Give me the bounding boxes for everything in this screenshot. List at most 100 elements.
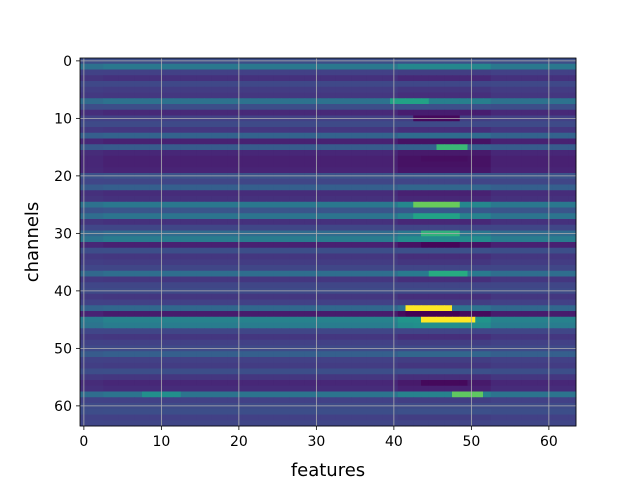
heatmap-cell	[126, 213, 135, 220]
heatmap-cell	[490, 270, 499, 277]
heatmap-cell	[498, 391, 507, 398]
heatmap-cell	[289, 420, 298, 427]
heatmap-cell	[490, 368, 499, 375]
heatmap-cell	[475, 293, 484, 300]
heatmap-cell	[142, 213, 151, 220]
heatmap-cell	[413, 144, 422, 151]
heatmap-cell	[328, 270, 337, 277]
heatmap-cell	[304, 224, 313, 231]
heatmap-cell	[304, 339, 313, 346]
heatmap-cell	[211, 322, 220, 329]
heatmap-cell	[343, 121, 352, 128]
heatmap-cell	[266, 391, 275, 398]
heatmap-cell	[196, 132, 205, 139]
heatmap-cell	[498, 247, 507, 254]
heatmap-cell	[421, 98, 430, 105]
heatmap-cell	[180, 385, 189, 392]
heatmap-cell	[568, 92, 577, 99]
heatmap-cell	[568, 127, 577, 134]
heatmap-cell	[506, 155, 515, 162]
heatmap-cell	[413, 328, 422, 335]
heatmap-cell	[87, 282, 96, 289]
heatmap-cell	[428, 253, 437, 260]
heatmap-cell	[335, 259, 344, 266]
heatmap-cell	[118, 276, 127, 283]
heatmap-cell	[452, 259, 461, 266]
heatmap-cell	[149, 305, 158, 312]
heatmap-cell	[335, 213, 344, 220]
heatmap-cell	[359, 408, 368, 415]
heatmap-cell	[428, 104, 437, 111]
heatmap-cell	[552, 150, 561, 157]
heatmap-cell	[165, 236, 174, 243]
heatmap-cell	[506, 213, 515, 220]
heatmap-cell	[227, 167, 236, 174]
heatmap-cell	[343, 75, 352, 82]
heatmap-cell	[343, 362, 352, 369]
heatmap-cell	[560, 109, 569, 116]
heatmap-cell	[382, 420, 391, 427]
heatmap-cell	[374, 161, 383, 168]
heatmap-cell	[521, 311, 530, 318]
heatmap-cell	[560, 207, 569, 214]
heatmap-cell	[118, 138, 127, 145]
heatmap-cell	[359, 357, 368, 364]
heatmap-cell	[250, 167, 259, 174]
heatmap-cell	[204, 299, 213, 306]
heatmap-cell	[180, 207, 189, 214]
heatmap-cell	[537, 420, 546, 427]
heatmap-cell	[304, 178, 313, 185]
heatmap-cell	[328, 357, 337, 364]
heatmap-cell	[413, 334, 422, 341]
heatmap-cell	[134, 236, 143, 243]
heatmap-cell	[165, 92, 174, 99]
heatmap-cell	[335, 104, 344, 111]
heatmap-cell	[382, 357, 391, 364]
heatmap-cell	[537, 201, 546, 208]
heatmap-cell	[560, 155, 569, 162]
heatmap-cell	[111, 104, 120, 111]
plot-area	[79, 57, 577, 427]
heatmap-cell	[506, 184, 515, 191]
heatmap-cell	[304, 109, 313, 116]
heatmap-cell	[111, 144, 120, 151]
heatmap-cell	[149, 334, 158, 341]
heatmap-cell	[374, 299, 383, 306]
heatmap-cell	[568, 190, 577, 197]
heatmap-cell	[258, 109, 267, 116]
heatmap-cell	[188, 92, 197, 99]
heatmap-cell	[343, 196, 352, 203]
heatmap-cell	[126, 207, 135, 214]
heatmap-cell	[436, 98, 445, 105]
heatmap-cell	[211, 253, 220, 260]
heatmap-cell	[405, 236, 414, 243]
heatmap-cell	[250, 305, 259, 312]
heatmap-cell	[242, 86, 251, 93]
heatmap-cell	[560, 253, 569, 260]
heatmap-cell	[514, 362, 523, 369]
heatmap-cell	[444, 109, 453, 116]
heatmap-cell	[428, 184, 437, 191]
heatmap-cell	[227, 362, 236, 369]
heatmap-cell	[219, 196, 228, 203]
heatmap-cell	[452, 109, 461, 116]
heatmap-cell	[281, 253, 290, 260]
heatmap-cell	[196, 385, 205, 392]
heatmap-cell	[304, 236, 313, 243]
heatmap-cell	[568, 408, 577, 415]
heatmap-cell	[173, 75, 182, 82]
heatmap-cell	[304, 127, 313, 134]
heatmap-cell	[521, 242, 530, 249]
heatmap-cell	[382, 265, 391, 272]
heatmap-cell	[490, 311, 499, 318]
heatmap-cell	[111, 414, 120, 421]
heatmap-cell	[475, 69, 484, 76]
heatmap-cell	[343, 385, 352, 392]
heatmap-cell	[103, 247, 112, 254]
heatmap-cell	[328, 75, 337, 82]
heatmap-cell	[428, 247, 437, 254]
heatmap-cell	[444, 207, 453, 214]
heatmap-cell	[529, 357, 538, 364]
heatmap-cell	[428, 242, 437, 249]
heatmap-cell	[219, 293, 228, 300]
